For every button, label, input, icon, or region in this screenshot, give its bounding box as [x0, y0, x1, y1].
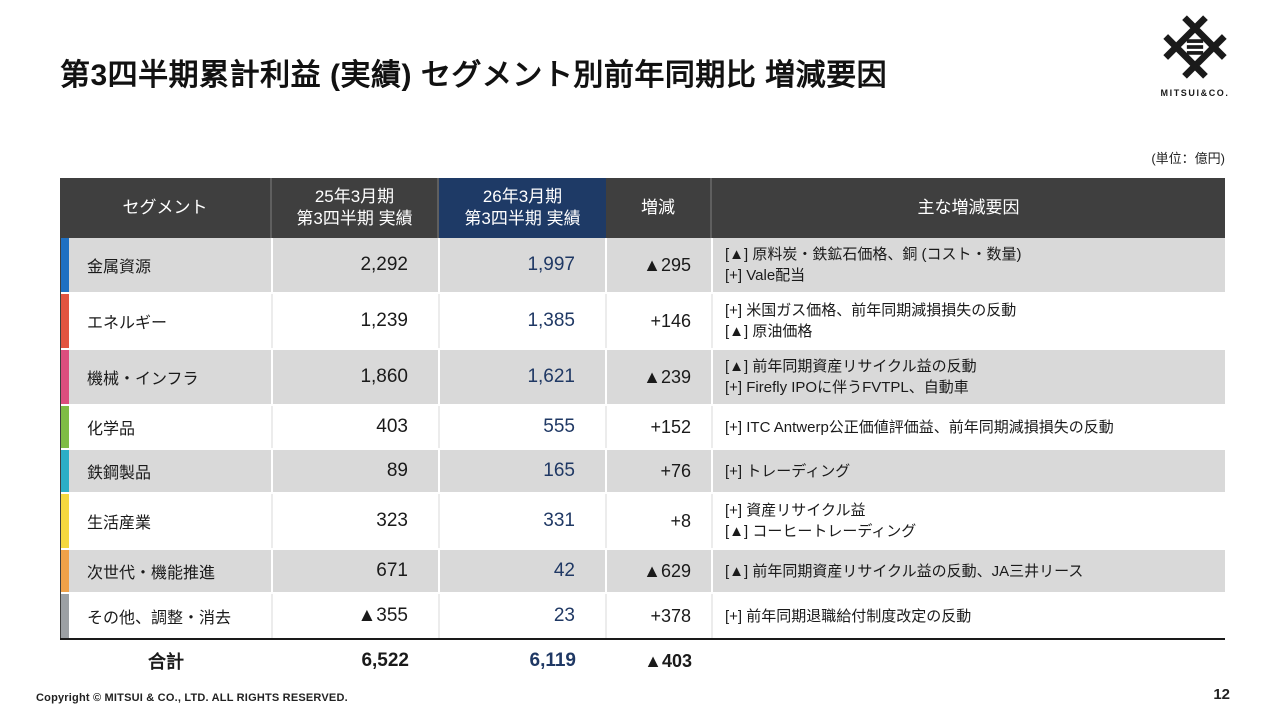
- col-header-current-period: 26年3月期 第3四半期 実績: [439, 178, 606, 238]
- prev-period-value: 403: [273, 406, 440, 448]
- factor-line: [+] 米国ガス価格、前年同期減損損失の反動: [725, 302, 1017, 319]
- total-change-value: ▲403: [644, 650, 692, 671]
- prev-period-value: 89: [273, 450, 440, 492]
- factors-cell: [+] 資産リサイクル益 [▲] コーヒートレーディング: [713, 494, 1226, 548]
- col-header-segment: セグメント: [60, 178, 272, 238]
- total-curr-value: 6,119: [529, 650, 577, 671]
- table-body: 金属資源 2,292 1,997 ▲295 [▲] 原料炭・鉄鉱石価格、銅 (コスト・数…: [60, 238, 1225, 638]
- total-prev-value: 6,522: [361, 650, 409, 671]
- factor-line: [+] 前年同期退職給付制度改定の反動: [725, 607, 972, 625]
- factors-cell: [+] ITC Antwerp公正価値評価益、前年同期減損損失の反動: [713, 406, 1226, 448]
- change-value: +152: [607, 406, 713, 448]
- page-number: 12: [1213, 686, 1230, 703]
- factor-line: [+] トレーディング: [725, 462, 851, 480]
- factor-line: [▲] 前年同期資産リサイクル益の反動、JA三井リース: [725, 562, 1084, 580]
- col-header-change: 増減: [606, 178, 712, 238]
- current-period-value: 1,385: [440, 294, 607, 348]
- change-value: +8: [607, 494, 713, 548]
- table-row: 機械・インフラ 1,860 1,621 ▲239 [▲] 前年同期資産リサイクル益の反動…: [61, 350, 1225, 406]
- factors-cell: [+] 前年同期退職給付制度改定の反動: [713, 594, 1226, 638]
- prev-period-value: 671: [273, 550, 440, 592]
- current-period-value: 42: [440, 550, 607, 592]
- table-row: エネルギー 1,239 1,385 +146 [+] 米国ガス価格、前年同期減損損失の反…: [61, 294, 1225, 350]
- factor-line: [▲] 原料炭・鉄鉱石価格、銅 (コスト・数量): [725, 246, 1022, 263]
- total-factors-empty: [712, 640, 1225, 682]
- page-title: 第3四半期累計利益 (実績) セグメント別前年同期比 増減要因: [60, 59, 888, 92]
- table-row: 鉄鋼製品 89 165 +76 [+] トレーディング: [61, 450, 1225, 494]
- factor-line: [+] Vale配当: [725, 267, 806, 284]
- table-header-row: セグメント 25年3月期 第3四半期 実績 26年3月期 第3四半期 実績 増減…: [60, 178, 1225, 238]
- prev-period-value: 2,292: [273, 238, 440, 292]
- segment-name: 生活産業: [69, 494, 273, 548]
- segment-color-bar: [61, 294, 69, 348]
- segment-name: 金属資源: [69, 238, 273, 292]
- segment-color-bar: [61, 494, 69, 548]
- table-row: その他、調整・消去 ▲355 23 +378 [+] 前年同期退職給付制度改定の反動: [61, 594, 1225, 638]
- unit-label: (単位：億円): [1151, 151, 1225, 166]
- segment-name: エネルギー: [69, 294, 273, 348]
- change-value: +146: [607, 294, 713, 348]
- segment-name: 次世代・機能推進: [69, 550, 273, 592]
- current-period-value: 1,621: [440, 350, 607, 404]
- table-row: 生活産業 323 331 +8 [+] 資産リサイクル益 [▲] コーヒートレーディング: [61, 494, 1225, 550]
- factor-line: [+] 資産リサイクル益: [725, 502, 866, 519]
- prev-period-value: ▲355: [273, 594, 440, 638]
- segment-profit-table: セグメント 25年3月期 第3四半期 実績 26年3月期 第3四半期 実績 増減…: [60, 178, 1225, 682]
- total-divider: [60, 638, 1225, 640]
- prev-period-value: 323: [273, 494, 440, 548]
- col-header-factors: 主な増減要因: [917, 197, 1020, 217]
- segment-name: 化学品: [69, 406, 273, 448]
- table-row: 化学品 403 555 +152 [+] ITC Antwerp公正価値評価益、前年同期…: [61, 406, 1225, 450]
- segment-color-bar: [61, 550, 69, 592]
- segment-name: 鉄鋼製品: [69, 450, 273, 492]
- change-value: ▲295: [607, 238, 713, 292]
- factors-cell: [+] トレーディング: [713, 450, 1226, 492]
- factor-line: [+] Firefly IPOに伴うFVTPL、自動車: [725, 379, 969, 396]
- segment-name: その他、調整・消去: [69, 594, 273, 638]
- prev-period-value: 1,239: [273, 294, 440, 348]
- copyright-text: Copyright © MITSUI & CO., LTD. ALL RIGHT…: [36, 692, 348, 704]
- current-period-value: 555: [440, 406, 607, 448]
- factor-line: [▲] 前年同期資産リサイクル益の反動: [725, 358, 977, 375]
- company-logo-text: MITSUI&CO.: [1160, 88, 1230, 98]
- change-value: +76: [607, 450, 713, 492]
- factors-cell: [▲] 前年同期資産リサイクル益の反動 [+] Firefly IPOに伴うFVT…: [713, 350, 1226, 404]
- factors-cell: [▲] 原料炭・鉄鉱石価格、銅 (コスト・数量) [+] Vale配当: [713, 238, 1226, 292]
- col-header-prev-period: 25年3月期 第3四半期 実績: [272, 178, 439, 238]
- factors-cell: [+] 米国ガス価格、前年同期減損損失の反動 [▲] 原油価格: [713, 294, 1226, 348]
- current-period-value: 165: [440, 450, 607, 492]
- total-row: 合計 6,522 6,119 ▲403: [60, 640, 1225, 682]
- change-value: ▲629: [607, 550, 713, 592]
- change-value: +378: [607, 594, 713, 638]
- segment-color-bar: [61, 238, 69, 292]
- segment-color-bar: [61, 450, 69, 492]
- factors-cell: [▲] 前年同期資産リサイクル益の反動、JA三井リース: [713, 550, 1226, 592]
- segment-color-bar: [61, 406, 69, 448]
- current-period-value: 1,997: [440, 238, 607, 292]
- change-value: ▲239: [607, 350, 713, 404]
- segment-name: 機械・インフラ: [69, 350, 273, 404]
- total-label: 合計: [148, 652, 184, 672]
- current-period-value: 331: [440, 494, 607, 548]
- factor-line: [▲] コーヒートレーディング: [725, 523, 917, 540]
- company-logo: MITSUI&CO.: [1150, 10, 1240, 98]
- factor-line: [▲] 原油価格: [725, 323, 813, 340]
- mitsui-igeta-icon: [1163, 15, 1227, 79]
- segment-color-bar: [61, 350, 69, 404]
- segment-color-bar: [61, 594, 69, 638]
- table-row: 金属資源 2,292 1,997 ▲295 [▲] 原料炭・鉄鉱石価格、銅 (コスト・数…: [61, 238, 1225, 294]
- prev-period-value: 1,860: [273, 350, 440, 404]
- table-row: 次世代・機能推進 671 42 ▲629 [▲] 前年同期資産リサイクル益の反動、JA三…: [61, 550, 1225, 594]
- factor-line: [+] ITC Antwerp公正価値評価益、前年同期減損損失の反動: [725, 418, 1114, 436]
- current-period-value: 23: [440, 594, 607, 638]
